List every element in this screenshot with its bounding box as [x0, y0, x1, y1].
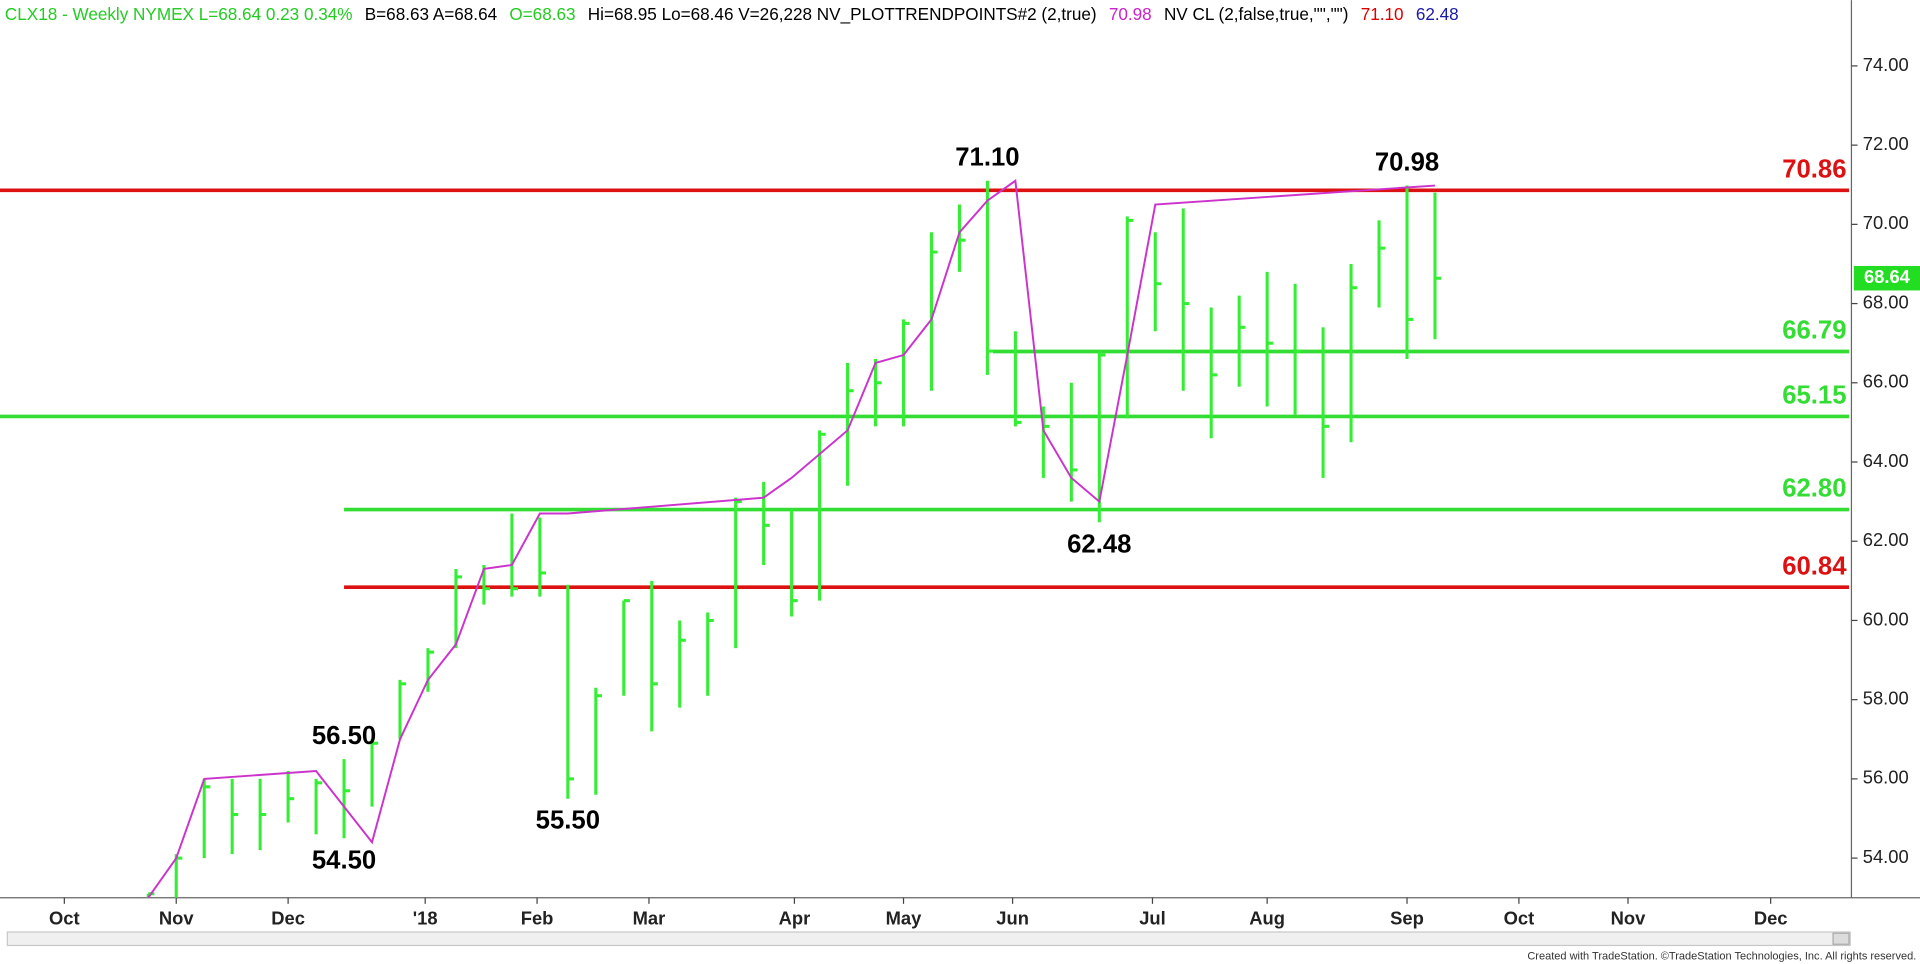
x-tick-label: Aug [1249, 908, 1285, 929]
y-tick-label: 54.00 [1863, 846, 1909, 867]
scrollbar-thumb[interactable] [1832, 932, 1850, 945]
y-tick-label: 70.00 [1863, 212, 1909, 233]
pivot-label: 70.98 [1375, 148, 1439, 176]
y-tick-label: 56.00 [1863, 767, 1909, 788]
x-tick-label: May [886, 908, 923, 929]
x-tick-label: Jul [1139, 908, 1166, 929]
x-tick-label: '18 [413, 908, 438, 929]
x-tick-label: Nov [159, 908, 194, 929]
header-segment: 70.98 [1109, 3, 1152, 23]
x-tick-label: Dec [271, 908, 305, 929]
y-tick-label: 62.00 [1863, 529, 1909, 550]
level-label: 60.84 [1782, 552, 1847, 580]
header-segment: 71.10 [1361, 3, 1404, 23]
scrollbar[interactable] [6, 931, 1851, 947]
x-tick-label: Apr [779, 908, 811, 929]
y-tick-label: 64.00 [1863, 450, 1909, 471]
x-tick-label: Oct [49, 908, 80, 929]
x-tick-label: Sep [1390, 908, 1424, 929]
footer: Created with TradeStation. ©TradeStation… [1527, 950, 1916, 962]
header-segment: CLX18 - Weekly NYMEX L=68.64 0.23 0.34% [5, 3, 353, 23]
y-tick-label: 68.00 [1863, 291, 1909, 312]
x-tick-label: Dec [1754, 908, 1788, 929]
y-tick-label: 60.00 [1863, 608, 1909, 629]
x-tick-label: Feb [521, 908, 554, 929]
x-tick-label: Jun [996, 908, 1029, 929]
y-tick-label: 74.00 [1863, 54, 1909, 75]
pivot-label: 55.50 [536, 807, 600, 835]
header-segment: O=68.63 [509, 3, 575, 23]
y-tick-label: 58.00 [1863, 688, 1909, 709]
header-segment: 62.48 [1416, 3, 1459, 23]
header-segment: B=68.63 A=68.64 [365, 3, 498, 23]
header: CLX18 - Weekly NYMEX L=68.64 0.23 0.34% B… [5, 3, 1459, 23]
y-tick-label: 66.00 [1863, 371, 1909, 392]
trend-line [147, 179, 1436, 899]
pivot-label: 56.50 [312, 722, 376, 750]
header-segment: NV CL (2,false,true,"","") [1164, 3, 1349, 23]
last-price-box [1853, 265, 1920, 291]
pivot-label: 54.50 [312, 846, 376, 874]
x-tick-label: Oct [1504, 908, 1535, 929]
pivot-label: 71.10 [955, 144, 1019, 172]
header-segment: Hi=68.95 Lo=68.46 V=26,228 NV_PLOTTRENDP… [588, 3, 1097, 23]
level-label: 62.80 [1782, 475, 1846, 503]
level-label: 65.15 [1782, 382, 1846, 410]
level-label: 66.79 [1782, 317, 1846, 345]
y-tick-label: 72.00 [1863, 133, 1909, 154]
last-price-label: 68.64 [1864, 266, 1911, 287]
pivot-label: 62.48 [1067, 530, 1131, 558]
level-label: 70.86 [1782, 155, 1846, 183]
x-tick-label: Nov [1611, 908, 1646, 929]
x-tick-label: Mar [633, 908, 666, 929]
